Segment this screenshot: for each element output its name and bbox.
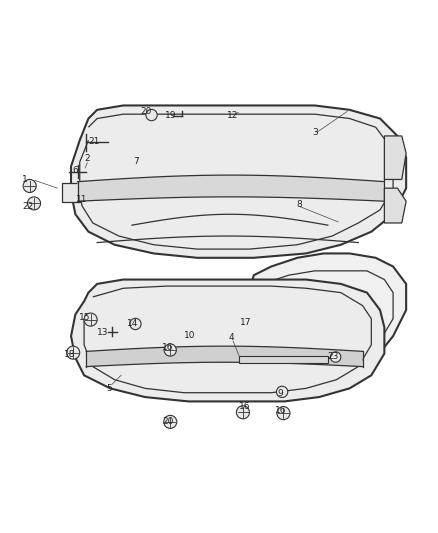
- Text: 19: 19: [165, 110, 176, 119]
- Text: 18: 18: [64, 350, 76, 359]
- Text: 8: 8: [297, 200, 302, 209]
- Circle shape: [130, 318, 141, 329]
- Polygon shape: [62, 183, 80, 202]
- Circle shape: [146, 109, 157, 120]
- Polygon shape: [71, 279, 385, 401]
- Circle shape: [330, 352, 341, 362]
- Text: 20: 20: [140, 108, 152, 117]
- Polygon shape: [239, 356, 328, 363]
- Text: 16: 16: [275, 407, 286, 416]
- Text: 10: 10: [184, 331, 195, 340]
- Circle shape: [276, 386, 288, 398]
- Text: 7: 7: [134, 157, 139, 166]
- Polygon shape: [385, 188, 406, 223]
- Text: 9: 9: [277, 389, 283, 398]
- Text: 3: 3: [312, 128, 318, 137]
- Polygon shape: [71, 106, 406, 258]
- Circle shape: [67, 346, 80, 359]
- Circle shape: [164, 344, 177, 356]
- Text: 11: 11: [76, 195, 88, 204]
- Text: 17: 17: [240, 318, 252, 327]
- Text: 13: 13: [97, 328, 108, 337]
- Polygon shape: [86, 346, 363, 367]
- Text: 23: 23: [327, 352, 339, 361]
- Polygon shape: [385, 136, 406, 180]
- Text: 14: 14: [127, 319, 138, 328]
- Text: 22: 22: [23, 202, 34, 211]
- Text: 20: 20: [162, 417, 173, 426]
- Text: 15: 15: [79, 313, 91, 322]
- Circle shape: [164, 415, 177, 429]
- Text: 5: 5: [106, 384, 112, 393]
- Circle shape: [277, 407, 290, 419]
- Circle shape: [28, 197, 41, 210]
- Text: 4: 4: [228, 333, 234, 342]
- Text: 1: 1: [22, 175, 28, 184]
- Text: 16: 16: [162, 343, 173, 352]
- Text: 6: 6: [73, 166, 78, 175]
- Text: 16: 16: [239, 402, 250, 411]
- Circle shape: [84, 313, 97, 326]
- Text: 21: 21: [88, 136, 99, 146]
- Circle shape: [23, 180, 36, 192]
- Text: 12: 12: [227, 110, 239, 119]
- Text: 2: 2: [85, 154, 90, 163]
- Circle shape: [237, 406, 250, 419]
- Polygon shape: [78, 175, 385, 201]
- Polygon shape: [241, 254, 406, 367]
